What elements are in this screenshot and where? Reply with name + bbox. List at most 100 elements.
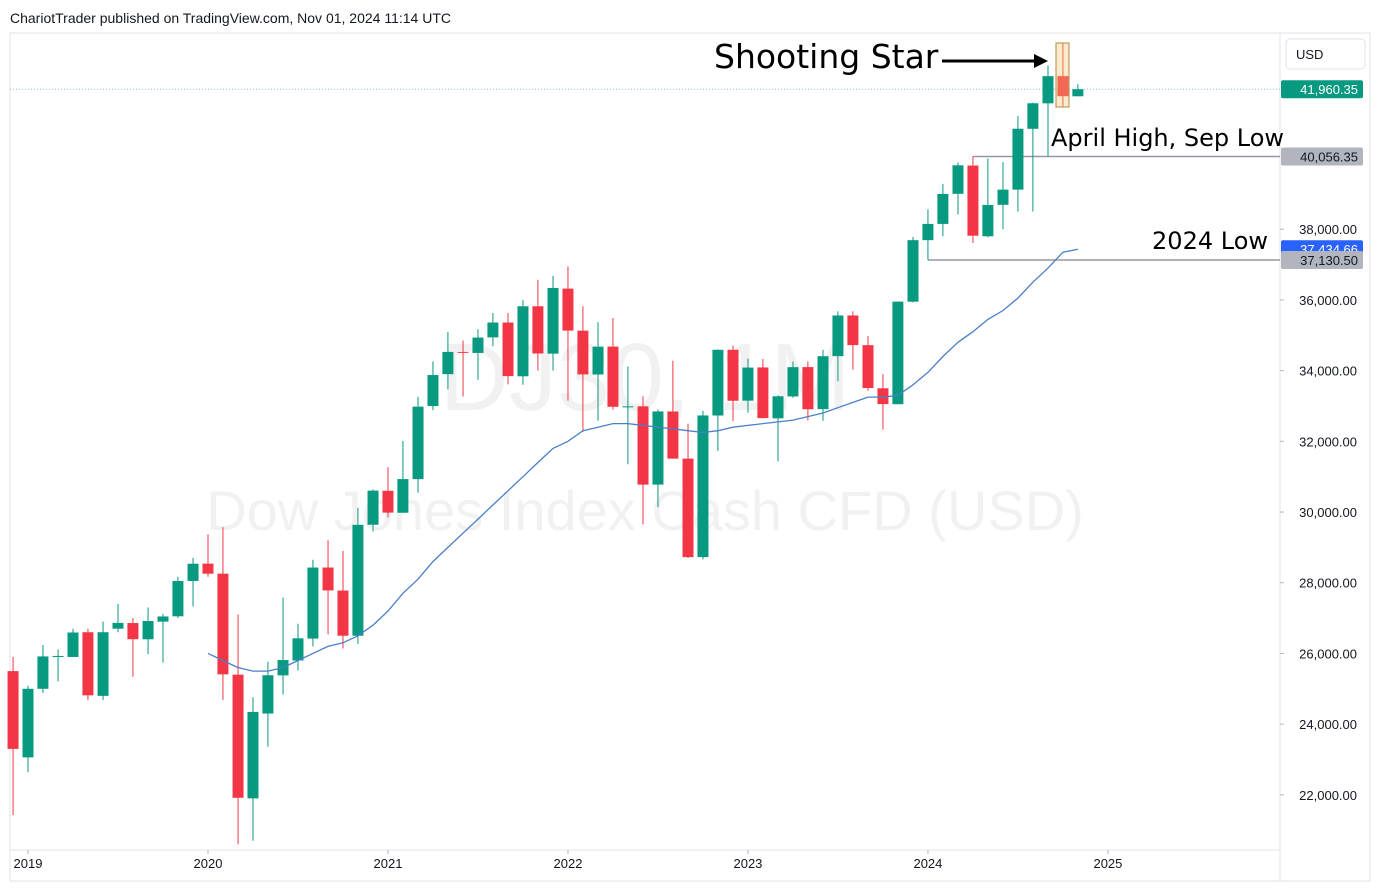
candle-body <box>457 351 469 353</box>
candle-body <box>322 567 334 591</box>
candle-body <box>1012 128 1024 190</box>
x-tick-label: 2019 <box>14 856 43 871</box>
candle-body <box>1072 89 1084 97</box>
x-tick-label: 2025 <box>1093 856 1122 871</box>
candle-body <box>742 367 754 401</box>
candle-body <box>607 346 619 407</box>
currency-label: USD <box>1296 47 1323 62</box>
y-tick-label: 24,000.00 <box>1299 717 1357 732</box>
candle-body <box>487 322 499 338</box>
candle-body <box>967 165 979 236</box>
candle-body <box>22 688 34 758</box>
candle-body <box>292 638 304 661</box>
candle-body <box>877 388 889 405</box>
frame <box>9 32 1371 882</box>
y-tick-label: 30,000.00 <box>1299 505 1357 520</box>
candle-body <box>832 315 844 357</box>
annotation: Shooting Star <box>714 37 939 76</box>
candle-body <box>697 415 709 558</box>
highlight-box <box>1055 42 1070 108</box>
watermark-subtitle: Dow Jones Index Cash CFD (USD) <box>206 479 1084 542</box>
candle-body <box>172 580 184 617</box>
candle-body <box>652 411 664 485</box>
x-tick-label: 2020 <box>194 856 223 871</box>
candle-body <box>1042 76 1054 104</box>
candle-body <box>517 306 529 377</box>
candle-body <box>412 406 424 480</box>
candle-body <box>7 671 19 749</box>
candle-body <box>112 622 124 629</box>
candle-body <box>397 479 409 513</box>
candle-body <box>982 204 994 237</box>
price-label: 41,960.35 <box>1300 82 1358 97</box>
annotation-arrowhead <box>1034 54 1048 68</box>
candle-body <box>757 367 769 419</box>
candle-body <box>592 346 604 375</box>
candle-body <box>187 563 199 581</box>
header: ChariotTrader published on TradingView.c… <box>10 10 451 26</box>
plot-area <box>7 42 1280 845</box>
candle-body <box>577 330 589 375</box>
annotation: 2024 Low <box>1152 227 1268 255</box>
x-tick-label: 2023 <box>733 856 762 871</box>
candle-body <box>622 406 634 408</box>
y-tick-label: 34,000.00 <box>1299 364 1357 379</box>
price-label: 37,130.50 <box>1300 253 1358 268</box>
x-tick-label: 2022 <box>554 856 583 871</box>
candle-body <box>637 406 649 485</box>
annotation: April High, Sep Low <box>1051 124 1284 152</box>
price-label-box <box>1281 80 1363 99</box>
candle-body <box>847 315 859 346</box>
candle-body <box>427 375 439 406</box>
price-label-box <box>1281 250 1363 269</box>
candle-body <box>892 301 904 405</box>
candle-body <box>1027 103 1039 129</box>
candle-body <box>382 490 394 513</box>
candle-body <box>67 632 79 657</box>
candle-body <box>502 322 514 377</box>
candle-body <box>442 351 454 375</box>
x-tick-label: 2021 <box>374 856 403 871</box>
candle-body <box>142 621 154 640</box>
candle-body <box>37 656 49 689</box>
candle-body <box>262 675 274 714</box>
candle-body <box>547 287 559 354</box>
candle-body <box>727 349 739 401</box>
candle-body <box>1057 76 1069 97</box>
y-tick-label: 38,000.00 <box>1299 222 1357 237</box>
candle-body <box>682 458 694 558</box>
currency-button[interactable] <box>1285 38 1366 70</box>
price-label-box <box>1281 147 1363 166</box>
candle-body <box>937 193 949 224</box>
candle-body <box>532 306 544 354</box>
candle-body <box>952 165 964 194</box>
candle-body <box>247 711 259 799</box>
candle-body <box>772 396 784 419</box>
x-tick-label: 2024 <box>913 856 942 871</box>
candle-body <box>307 567 319 639</box>
candle-body <box>862 345 874 389</box>
candle-body <box>202 563 214 574</box>
candle-body <box>817 356 829 410</box>
candle-body <box>82 632 94 696</box>
candle-body <box>997 189 1009 205</box>
y-tick-label: 26,000.00 <box>1299 646 1357 661</box>
candle-body <box>52 655 64 657</box>
candle-body <box>367 490 379 525</box>
candle-body <box>667 411 679 459</box>
candle-body <box>337 590 349 636</box>
candle-body <box>232 674 244 798</box>
candle-body <box>802 367 814 410</box>
price-label: 40,056.35 <box>1300 150 1358 165</box>
candle-body <box>97 632 109 696</box>
candle-body <box>472 337 484 353</box>
candle-body <box>217 573 229 675</box>
candle-body <box>157 616 169 622</box>
candle-body <box>712 349 724 416</box>
y-tick-label: 22,000.00 <box>1299 788 1357 803</box>
candle-body <box>352 524 364 636</box>
y-tick-label: 28,000.00 <box>1299 576 1357 591</box>
y-tick-label: 32,000.00 <box>1299 434 1357 449</box>
